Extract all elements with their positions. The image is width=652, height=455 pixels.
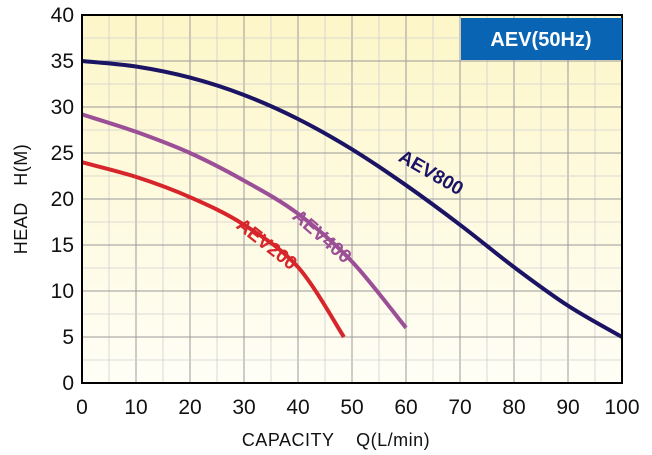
- y-axis-label: HEAD H(M): [11, 144, 31, 255]
- x-tick-label: 60: [394, 396, 417, 419]
- series-line-aev400: [81, 112, 408, 330]
- x-tick-label: 100: [604, 396, 639, 419]
- x-tick-label: 10: [124, 396, 147, 419]
- x-tick-label: 30: [232, 396, 255, 419]
- y-axis-ticks: 0 5 10 15 20 25 30 35 40: [51, 4, 74, 395]
- x-tick-label: 80: [502, 396, 525, 419]
- y-tick-label: 30: [51, 96, 74, 119]
- y-tick-label: 15: [51, 234, 74, 257]
- y-tick-label: 40: [51, 4, 74, 27]
- y-tick-label: 35: [51, 50, 74, 73]
- title-badge: AEV(50Hz): [461, 18, 622, 60]
- plot-frame: [81, 14, 623, 384]
- x-axis-label: CAPACITY Q(L/min): [242, 430, 430, 450]
- x-tick-label: 90: [556, 396, 579, 419]
- chart-title: AEV(50Hz): [490, 29, 591, 51]
- y-tick-label: 25: [51, 142, 74, 165]
- y-tick-label: 5: [62, 326, 74, 349]
- x-tick-label: 50: [340, 396, 363, 419]
- series-line-aev200: [81, 160, 346, 339]
- y-tick-label: 20: [51, 188, 74, 211]
- y-tick-label: 0: [62, 372, 74, 395]
- x-tick-label: 0: [76, 396, 88, 419]
- x-tick-label: 20: [178, 396, 201, 419]
- series-layer: [81, 59, 624, 339]
- title-badge-bg: [461, 18, 622, 60]
- x-tick-label: 40: [286, 396, 309, 419]
- series-line-aev800: [81, 59, 624, 339]
- x-tick-label: 70: [448, 396, 471, 419]
- y-tick-label: 10: [51, 280, 74, 303]
- x-axis-ticks: 0 10 20 30 40 50 60 70 80 90 100: [76, 396, 639, 419]
